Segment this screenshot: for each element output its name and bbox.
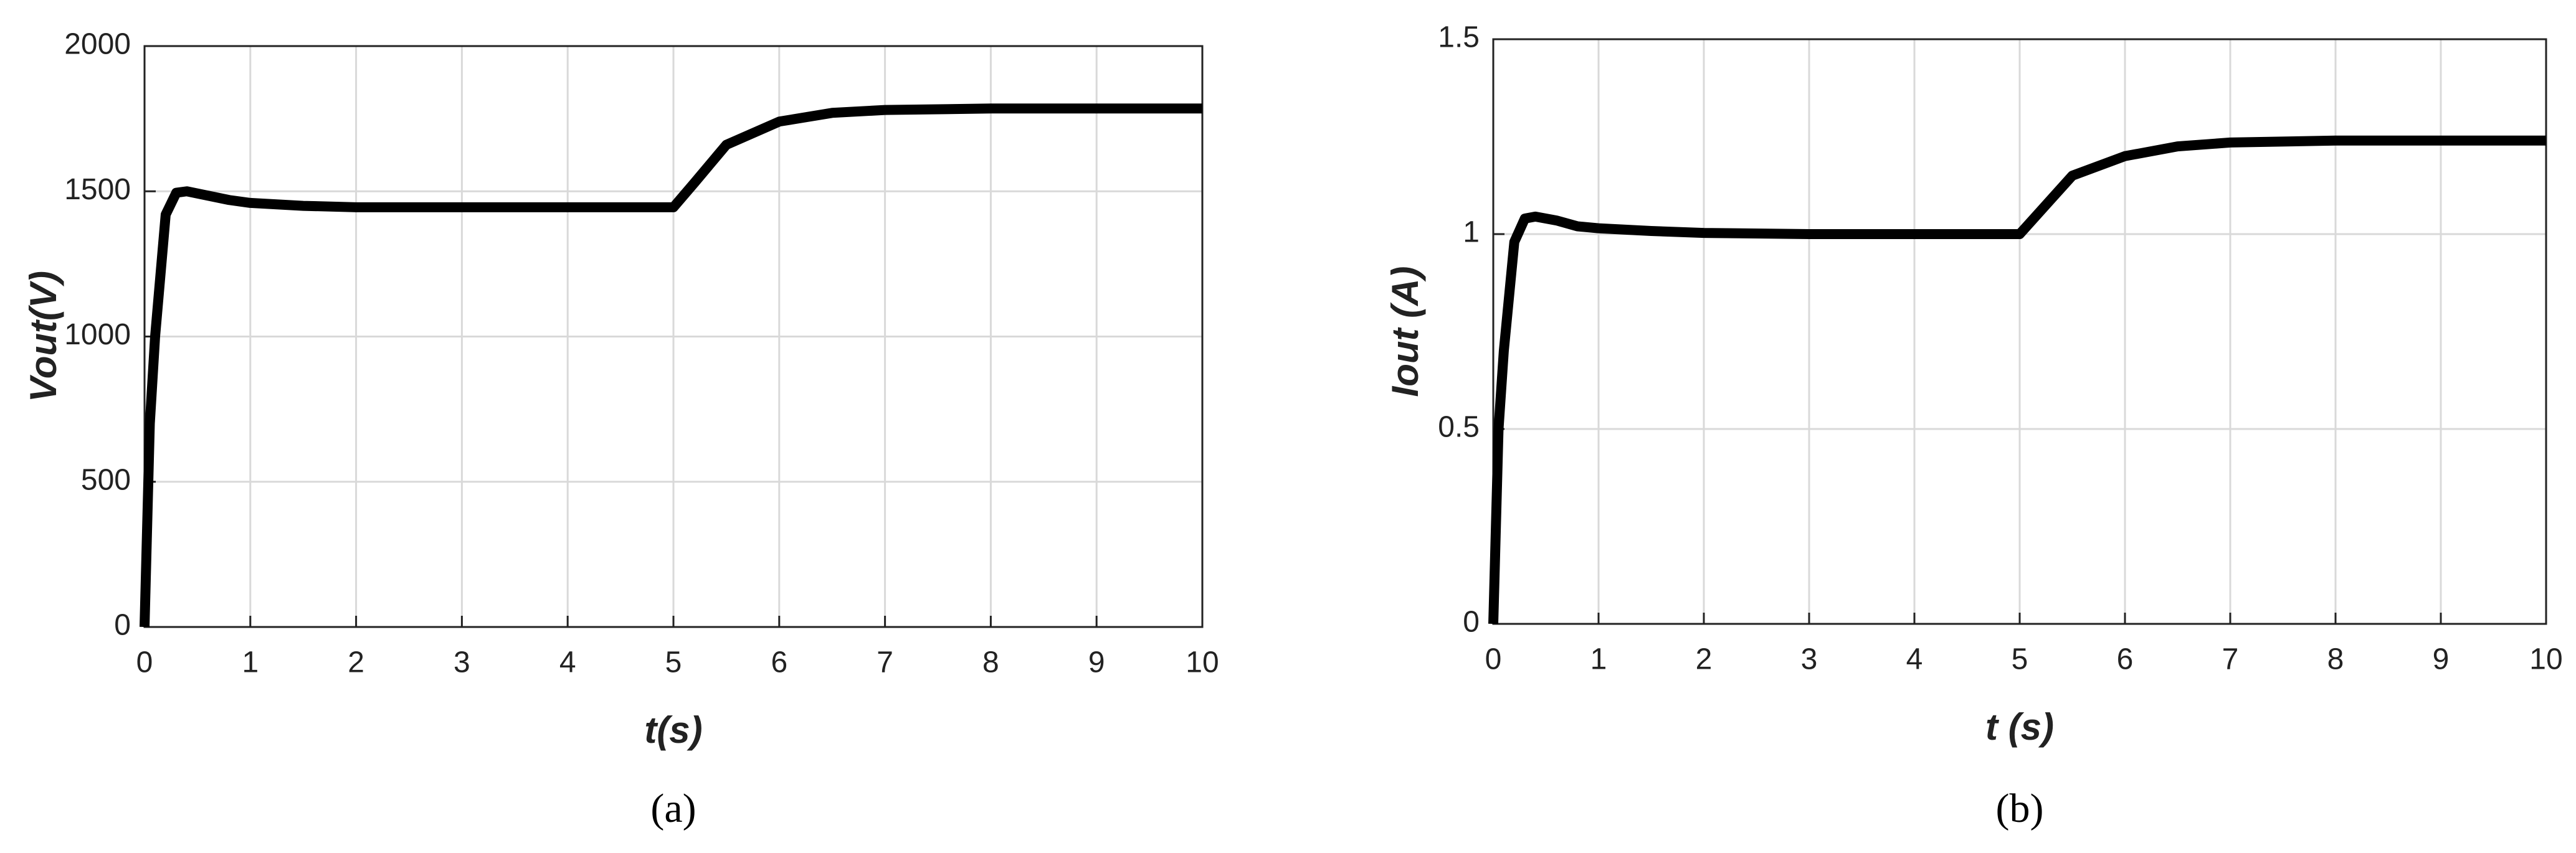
y-tick-label: 1500 <box>64 173 131 206</box>
x-tick-label: 10 <box>2529 643 2562 676</box>
x-tick-label: 5 <box>665 646 682 679</box>
x-tick-label: 3 <box>1801 643 1818 676</box>
x-tick-label: 7 <box>2222 643 2239 676</box>
x-tick-label: 8 <box>2327 643 2344 676</box>
x-tick-label: 0 <box>1485 643 1502 676</box>
caption: (a) <box>650 786 696 831</box>
x-tick-label: 6 <box>771 646 787 679</box>
x-tick-label: 9 <box>2433 643 2450 676</box>
x-axis-label: t (s) <box>1985 706 2054 748</box>
data-line <box>140 103 1202 628</box>
x-tick-label: 1 <box>1590 643 1607 676</box>
y-tick-label: 500 <box>81 463 131 496</box>
x-tick-label: 2 <box>1696 643 1713 676</box>
y-tick-label: 0 <box>1463 606 1480 639</box>
x-tick-label: 2 <box>348 646 364 679</box>
y-tick-label: 1 <box>1463 216 1480 249</box>
y-tick-label: 1.5 <box>1438 21 1480 54</box>
y-tick-label: 2000 <box>64 28 131 61</box>
x-axis-label: t(s) <box>644 709 702 751</box>
data-line <box>1488 135 2546 624</box>
x-tick-label: 4 <box>1906 643 1923 676</box>
x-tick-label: 10 <box>1186 646 1219 679</box>
x-tick-label: 4 <box>559 646 576 679</box>
caption: (b) <box>1996 786 2044 831</box>
x-tick-label: 0 <box>136 646 153 679</box>
y-tick-label: 0 <box>114 609 131 642</box>
x-tick-label: 5 <box>2012 643 2028 676</box>
x-tick-label: 8 <box>982 646 999 679</box>
x-tick-label: 9 <box>1088 646 1105 679</box>
plot-frame <box>143 45 1204 628</box>
x-tick-label: 3 <box>454 646 470 679</box>
y-axis-label: Iout (A) <box>1384 266 1426 397</box>
y-axis-label: Vout(V) <box>22 271 64 402</box>
y-tick-label: 0.5 <box>1438 411 1480 444</box>
plot-frame <box>1492 38 2547 625</box>
y-tick-label: 1000 <box>64 318 131 351</box>
x-tick-label: 1 <box>242 646 259 679</box>
x-tick-label: 7 <box>877 646 893 679</box>
x-tick-label: 6 <box>2117 643 2134 676</box>
